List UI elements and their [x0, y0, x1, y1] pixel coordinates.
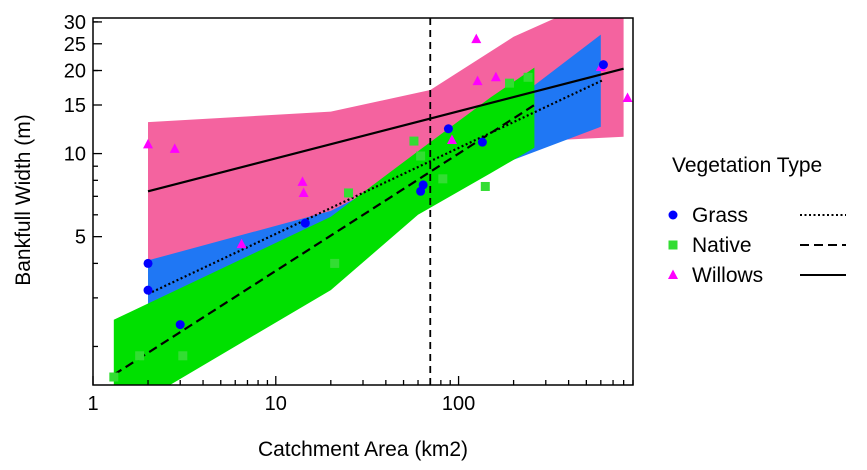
- point-willows: [169, 143, 180, 153]
- point-native: [505, 78, 515, 88]
- legend-entries: Grass Native Willows: [668, 204, 846, 287]
- plot-area: [109, 18, 633, 385]
- point-willows: [490, 71, 501, 82]
- y-tick-label: 25: [64, 34, 86, 56]
- legend-marker-grass: [668, 210, 678, 220]
- point-native: [438, 174, 448, 184]
- band-native: [113, 67, 535, 385]
- point-willows: [446, 134, 457, 145]
- legend-label-native: Native: [692, 234, 752, 257]
- legend-title: Vegetation Type: [672, 154, 822, 177]
- point-willows: [622, 92, 633, 103]
- point-willows: [471, 33, 482, 44]
- point-native: [344, 188, 354, 198]
- legend-marker-native: [668, 240, 678, 250]
- y-tick-label: 15: [64, 95, 86, 117]
- point-grass: [175, 320, 185, 330]
- legend-marker-willows: [668, 269, 678, 279]
- point-native: [330, 258, 340, 268]
- x-axis-title: Catchment Area (km2): [258, 438, 468, 461]
- point-grass: [443, 124, 453, 134]
- point-willows: [472, 75, 483, 86]
- point-native: [178, 351, 188, 361]
- point-native: [480, 181, 490, 191]
- point-native: [109, 372, 119, 382]
- point-grass: [418, 180, 428, 190]
- y-tick-label: 10: [64, 144, 86, 166]
- point-grass: [143, 285, 153, 295]
- y-tick-label: 5: [75, 227, 86, 249]
- point-willows: [298, 187, 309, 197]
- x-tick-label: 1: [87, 393, 98, 415]
- y-axis-title: Bankfull Width (m): [12, 114, 35, 286]
- fit-line-grass: [147, 78, 604, 295]
- legend: Vegetation Type Grass Native Willows: [668, 154, 846, 287]
- fit-line-willows: [147, 67, 624, 193]
- point-grass: [598, 60, 608, 70]
- point-grass: [477, 137, 487, 147]
- point-native: [416, 151, 426, 161]
- x-tick-label: 10: [265, 393, 287, 415]
- y-tick-label: 20: [64, 61, 86, 83]
- band-willows: [148, 18, 624, 264]
- point-willows: [297, 176, 308, 186]
- point-native: [409, 136, 419, 146]
- point-willows: [236, 238, 247, 249]
- x-tick-label: 100: [442, 393, 475, 415]
- point-native: [523, 72, 533, 82]
- y-tick-label: 30: [64, 12, 86, 34]
- point-grass: [300, 218, 310, 228]
- point-grass: [143, 258, 153, 268]
- legend-label-willows: Willows: [692, 264, 763, 287]
- legend-label-grass: Grass: [692, 204, 748, 227]
- point-willows: [143, 138, 154, 149]
- point-native: [135, 351, 145, 361]
